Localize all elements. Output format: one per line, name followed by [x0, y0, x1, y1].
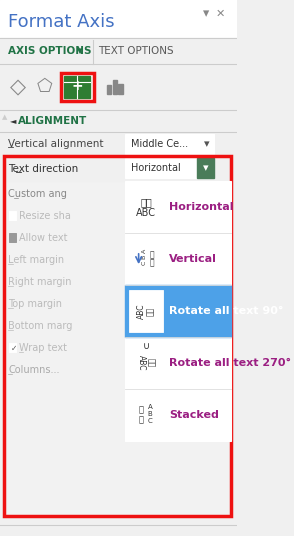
Text: ⬠: ⬠: [36, 78, 52, 96]
Text: Rotate all text 90°: Rotate all text 90°: [169, 306, 284, 316]
Bar: [61, 73, 93, 101]
Bar: [0, 64, 237, 110]
Text: Wrap text: Wrap text: [19, 343, 67, 353]
Bar: [200, 134, 214, 154]
Text: Middle Ce...: Middle Ce...: [131, 139, 188, 149]
Text: ◇: ◇: [10, 77, 26, 97]
Bar: [129, 394, 163, 436]
Text: Vertical alignment: Vertical alignment: [8, 139, 103, 149]
Text: Format Axis: Format Axis: [8, 13, 115, 31]
Text: Vertical: Vertical: [169, 254, 217, 264]
Text: +: +: [71, 79, 83, 93]
Bar: [64, 76, 90, 98]
Text: Right margin: Right margin: [8, 277, 71, 287]
Bar: [125, 285, 230, 337]
Bar: [129, 342, 163, 384]
Text: ABC: ABC: [137, 355, 146, 371]
Text: Horizontal: Horizontal: [169, 202, 234, 212]
Text: B: B: [142, 255, 147, 259]
Text: Top margin: Top margin: [8, 299, 62, 309]
Text: C: C: [148, 418, 152, 424]
Text: C: C: [142, 261, 147, 265]
Text: ▾: ▾: [203, 163, 208, 173]
Text: ▾: ▾: [203, 139, 209, 149]
Bar: [5, 157, 230, 515]
Bar: [5, 205, 124, 227]
Bar: [9, 233, 16, 242]
Text: 文字: 文字: [146, 307, 155, 316]
Bar: [125, 134, 214, 154]
Text: 字: 字: [149, 258, 154, 267]
Text: Allow text: Allow text: [19, 233, 68, 243]
Bar: [118, 84, 123, 94]
Text: 文字: 文字: [140, 197, 152, 207]
Text: ◄: ◄: [10, 116, 16, 125]
Text: AXIS OPTIONS: AXIS OPTIONS: [8, 46, 91, 56]
Bar: [113, 80, 117, 94]
Bar: [125, 158, 198, 178]
Text: ▲: ▲: [2, 114, 8, 120]
Text: Bottom marg: Bottom marg: [8, 321, 72, 331]
Text: 文字: 文字: [146, 359, 155, 368]
Bar: [9, 211, 16, 220]
Bar: [129, 238, 163, 280]
Bar: [5, 293, 124, 315]
Text: ∪: ∪: [142, 341, 149, 351]
Bar: [5, 315, 124, 337]
Text: ✓: ✓: [11, 344, 17, 353]
Bar: [0, 110, 237, 132]
Bar: [5, 249, 124, 271]
Text: Rotate all text 270°: Rotate all text 270°: [169, 358, 291, 368]
Bar: [5, 227, 124, 249]
Bar: [5, 359, 124, 381]
Text: Horizontal: Horizontal: [131, 163, 180, 173]
Bar: [5, 337, 124, 359]
Bar: [125, 181, 230, 441]
Text: 字: 字: [138, 415, 143, 425]
Text: 文: 文: [138, 406, 143, 414]
Bar: [107, 85, 111, 94]
Text: ABC: ABC: [136, 208, 156, 218]
Bar: [9, 343, 16, 352]
Text: Stacked: Stacked: [169, 410, 219, 420]
Bar: [5, 271, 124, 293]
Bar: [4, 156, 231, 516]
Text: A: A: [148, 404, 152, 410]
Bar: [0, 132, 237, 156]
Text: 文: 文: [149, 250, 154, 259]
Bar: [5, 183, 124, 205]
Bar: [198, 158, 214, 178]
Text: Text direction: Text direction: [8, 164, 78, 174]
Bar: [0, 0, 237, 38]
Text: ALIGNMENT: ALIGNMENT: [18, 116, 87, 126]
Text: ▾: ▾: [203, 8, 209, 20]
Bar: [61, 73, 93, 101]
Text: Columns...: Columns...: [8, 365, 60, 375]
Text: Resize sha: Resize sha: [19, 211, 71, 221]
Text: A: A: [142, 249, 147, 253]
Bar: [0, 38, 237, 64]
Text: ABC: ABC: [137, 303, 146, 319]
Text: B: B: [148, 411, 152, 417]
Text: Custom ang: Custom ang: [8, 189, 67, 199]
Text: TEXT OPTIONS: TEXT OPTIONS: [98, 46, 174, 56]
Bar: [129, 290, 163, 332]
Text: ▾: ▾: [77, 46, 83, 56]
Text: ✕: ✕: [216, 9, 225, 19]
Bar: [129, 186, 163, 228]
Bar: [5, 157, 230, 181]
Text: Left margin: Left margin: [8, 255, 64, 265]
